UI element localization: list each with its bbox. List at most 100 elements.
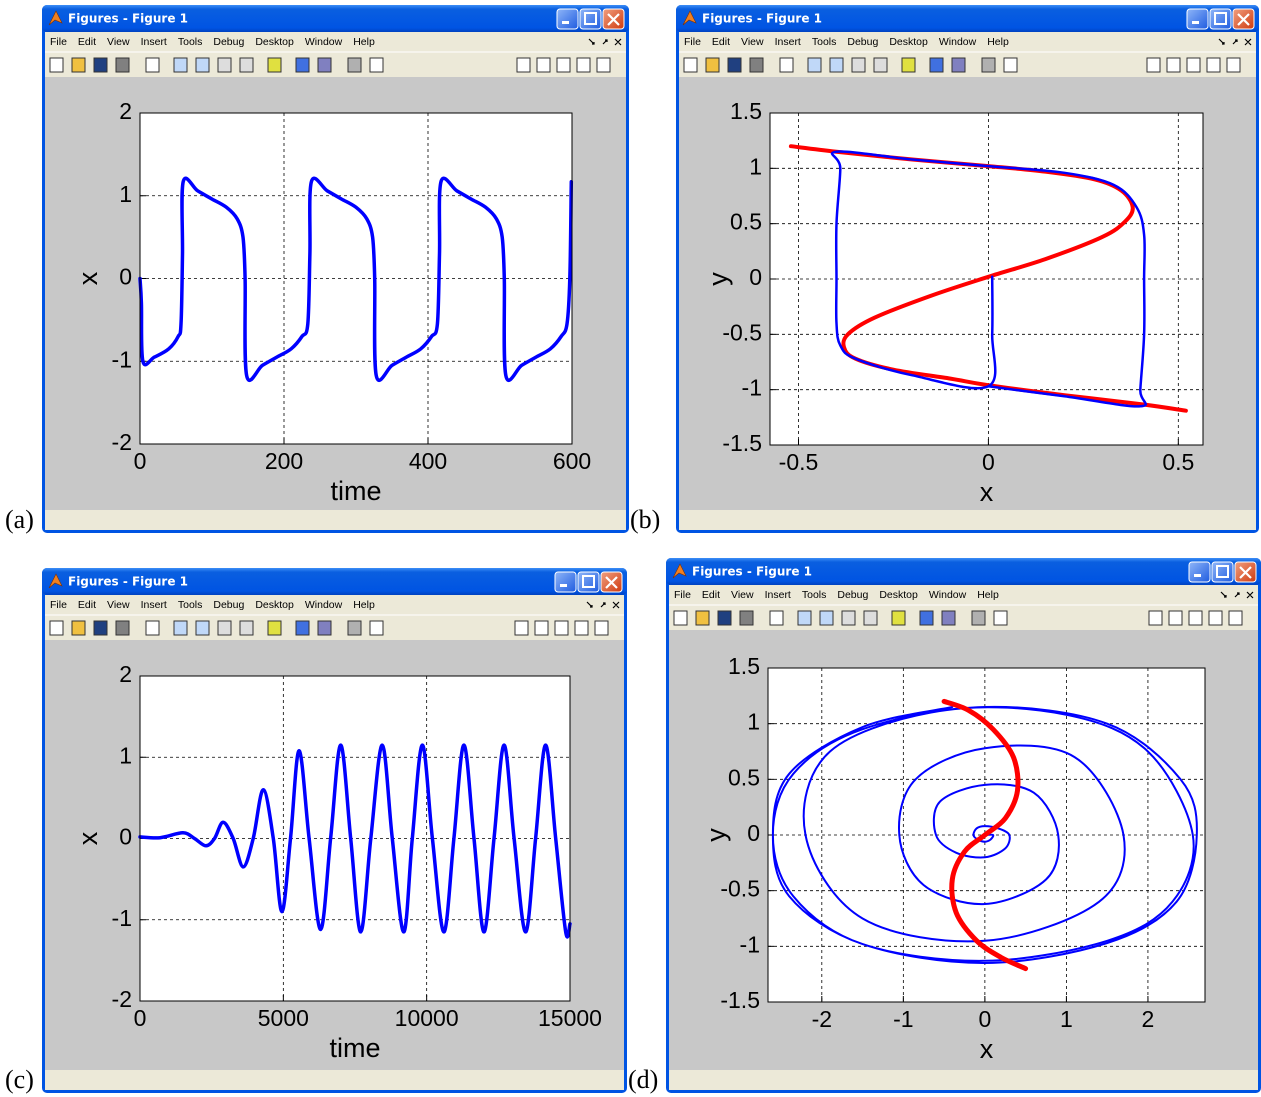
menu-item[interactable]: File [50,36,67,48]
menu-item[interactable]: Window [929,589,967,601]
menu-item[interactable]: Debug [837,589,868,601]
toolbar-button[interactable] [684,58,697,72]
toolbar-button[interactable] [706,58,719,72]
menu-item[interactable]: Desktop [879,589,918,601]
toolbar-button[interactable] [94,58,107,72]
menu-item[interactable]: Help [353,36,375,48]
toolbar-button[interactable] [830,58,843,72]
menu-item[interactable]: View [107,599,130,611]
menu-item[interactable]: View [731,589,754,601]
toolbar-button[interactable] [820,611,833,625]
toolbar-button[interactable] [370,621,383,635]
menu-item[interactable]: Edit [78,599,96,611]
layout-button[interactable] [595,621,608,635]
menu-item[interactable]: View [741,36,764,48]
toolbar-button[interactable] [72,621,85,635]
menu-item[interactable]: Insert [141,36,167,48]
toolbar-button[interactable] [982,58,995,72]
toolbar-button[interactable] [674,611,687,625]
menu-item[interactable]: Debug [213,599,244,611]
layout-button[interactable] [517,58,530,72]
toolbar-button[interactable] [116,621,129,635]
layout-button[interactable] [535,621,548,635]
minimize-button[interactable] [1189,562,1210,582]
minimize-button[interactable] [557,9,578,29]
minimize-button[interactable] [555,572,576,592]
menu-item[interactable]: Insert [775,36,801,48]
toolbar-button[interactable] [348,621,361,635]
layout-button[interactable] [1167,58,1180,72]
menu-item[interactable]: Help [987,36,1009,48]
toolbar-button[interactable] [318,58,331,72]
toolbar-button[interactable] [318,621,331,635]
menu-item[interactable]: Help [977,589,999,601]
layout-button[interactable] [515,621,528,635]
toolbar-button[interactable] [1004,58,1017,72]
menu-item[interactable]: Edit [702,589,720,601]
menu-item[interactable]: Insert [141,599,167,611]
layout-button[interactable] [575,621,588,635]
menu-item[interactable]: View [107,36,130,48]
layout-button[interactable] [1229,611,1242,625]
menu-item[interactable]: File [684,36,701,48]
menu-item[interactable]: Edit [78,36,96,48]
toolbar-button[interactable] [174,621,187,635]
minimize-button[interactable] [1187,9,1208,29]
menu-item[interactable]: Desktop [255,599,294,611]
toolbar-button[interactable] [240,621,253,635]
toolbar-button[interactable] [740,611,753,625]
menu-item[interactable]: Insert [765,589,791,601]
toolbar-button[interactable] [942,611,955,625]
layout-button[interactable] [537,58,550,72]
layout-button[interactable] [1209,611,1222,625]
toolbar-button[interactable] [798,611,811,625]
layout-button[interactable] [1189,611,1202,625]
toolbar-button[interactable] [902,58,915,72]
toolbar-button[interactable] [864,611,877,625]
menu-item[interactable]: Tools [802,589,827,601]
menu-item[interactable]: Desktop [889,36,928,48]
menu-item[interactable]: File [50,599,67,611]
toolbar-button[interactable] [808,58,821,72]
toolbar-button[interactable] [218,621,231,635]
toolbar-button[interactable] [696,611,709,625]
menu-item[interactable]: Window [305,599,343,611]
menu-item[interactable]: Window [305,36,343,48]
toolbar-button[interactable] [370,58,383,72]
menu-item[interactable]: Tools [178,599,203,611]
menu-item[interactable]: Desktop [255,36,294,48]
layout-button[interactable] [557,58,570,72]
toolbar-button[interactable] [842,611,855,625]
toolbar-button[interactable] [296,621,309,635]
toolbar-button[interactable] [116,58,129,72]
toolbar-button[interactable] [174,58,187,72]
toolbar-button[interactable] [146,58,159,72]
layout-button[interactable] [1207,58,1220,72]
layout-button[interactable] [555,621,568,635]
toolbar-button[interactable] [952,58,965,72]
layout-button[interactable] [1147,58,1160,72]
toolbar-button[interactable] [240,58,253,72]
toolbar-button[interactable] [348,58,361,72]
layout-button[interactable] [1149,611,1162,625]
toolbar-button[interactable] [50,621,63,635]
layout-button[interactable] [577,58,590,72]
toolbar-button[interactable] [994,611,1007,625]
menu-item[interactable]: Edit [712,36,730,48]
toolbar-button[interactable] [780,58,793,72]
menu-item[interactable]: Tools [812,36,837,48]
toolbar-button[interactable] [718,611,731,625]
menu-item[interactable]: File [674,589,691,601]
toolbar-button[interactable] [218,58,231,72]
menu-item[interactable]: Tools [178,36,203,48]
toolbar-button[interactable] [268,621,281,635]
toolbar-button[interactable] [920,611,933,625]
menu-item[interactable]: Window [939,36,977,48]
toolbar-button[interactable] [852,58,865,72]
toolbar-button[interactable] [892,611,905,625]
menu-item[interactable]: Debug [847,36,878,48]
toolbar-button[interactable] [972,611,985,625]
menu-item[interactable]: Debug [213,36,244,48]
toolbar-button[interactable] [94,621,107,635]
toolbar-button[interactable] [146,621,159,635]
